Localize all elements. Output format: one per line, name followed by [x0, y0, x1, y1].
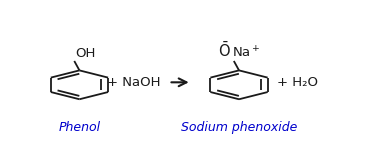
Text: Phenol: Phenol [58, 121, 101, 134]
Text: OH: OH [76, 47, 96, 60]
Text: Na$^+$: Na$^+$ [232, 45, 261, 60]
Text: + NaOH: + NaOH [107, 76, 161, 89]
Text: + H₂O: + H₂O [278, 76, 318, 89]
Text: Sodium phenoxide: Sodium phenoxide [181, 121, 297, 134]
Text: $\mathsf{\bar{O}}$: $\mathsf{\bar{O}}$ [218, 41, 230, 60]
